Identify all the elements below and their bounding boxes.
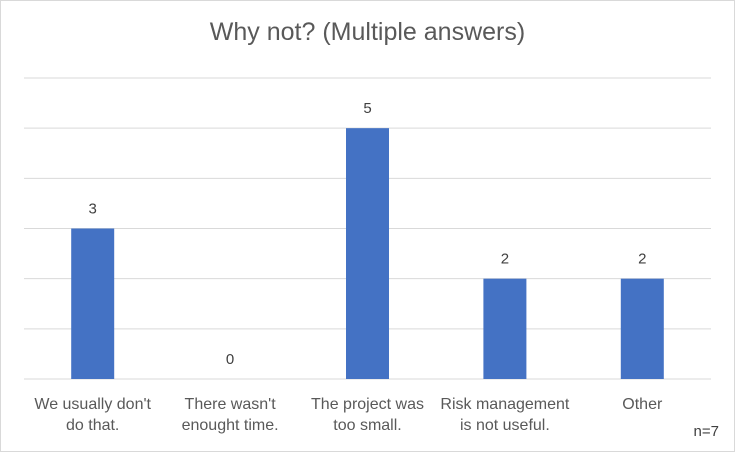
sample-size-note: n=7 <box>693 423 719 440</box>
bar <box>346 128 389 379</box>
data-label: 3 <box>89 201 97 218</box>
x-tick-label: There wasn't enought time. <box>181 396 279 434</box>
x-tick-label: Risk management is not useful. <box>440 396 570 434</box>
data-label: 5 <box>363 100 371 117</box>
data-label: 2 <box>501 251 509 268</box>
data-label: 0 <box>226 351 234 368</box>
x-tick-label: The project was too small. <box>311 396 424 434</box>
x-tick-label: We usually don't do that. <box>34 396 151 434</box>
x-tick-label: Other <box>622 396 663 413</box>
bar <box>483 278 527 379</box>
data-label: 2 <box>638 251 646 268</box>
bar <box>620 278 664 379</box>
chart-title: Why not? (Multiple answers) <box>209 18 526 46</box>
bar <box>71 228 115 379</box>
